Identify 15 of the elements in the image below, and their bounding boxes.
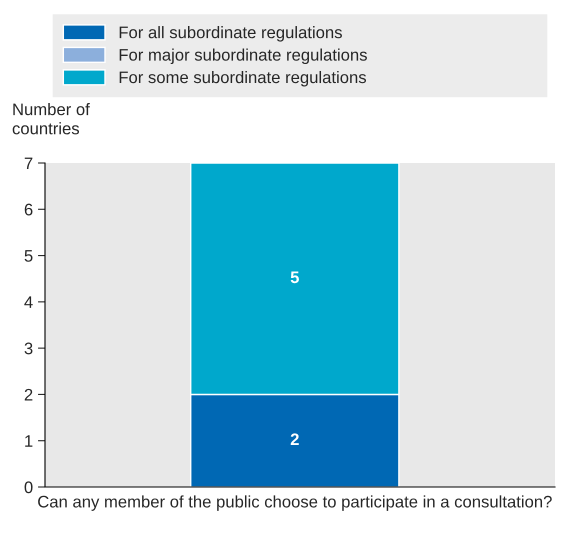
y-tick-label: 1 (25, 435, 32, 447)
legend-label: For major subordinate regulations (120, 48, 367, 64)
y-tick-label: 2 (24, 388, 32, 400)
x-tick-label: Can any member of the public choose to participate in a consultation? (38, 495, 552, 511)
y-tick-label: 4 (24, 296, 33, 308)
y-tick-label: 0 (24, 481, 33, 494)
legend-label: For all subordinate regulations (120, 26, 342, 42)
data-label: 2 (290, 433, 299, 446)
y-tick-label: 6 (24, 204, 32, 216)
y-tick-label: 3 (24, 342, 32, 354)
y-axis-title: Number of countries (12, 103, 90, 134)
y-tick-label: 5 (24, 250, 32, 262)
y-tick-label: 7 (24, 158, 32, 170)
data-label: 5 (290, 272, 299, 284)
legend-label: For some subordinate regulations (120, 70, 366, 87)
